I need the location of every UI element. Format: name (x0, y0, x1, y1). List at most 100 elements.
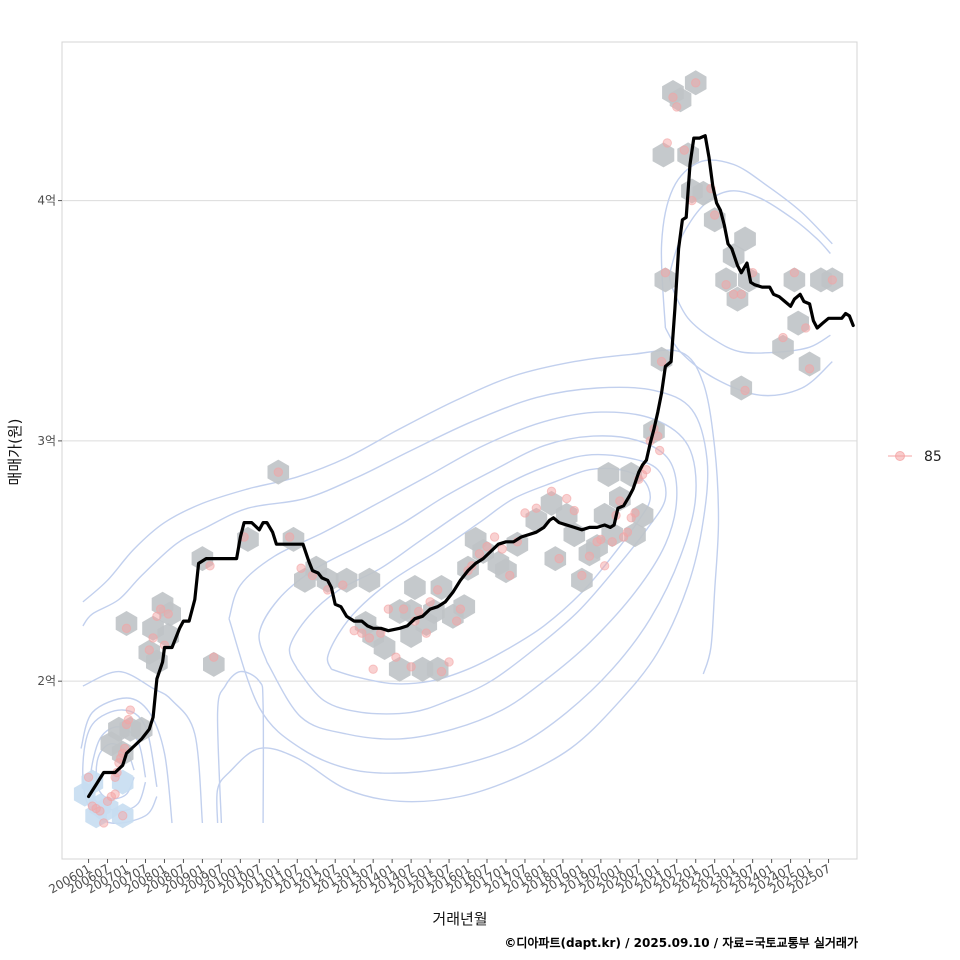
scatter-point (520, 508, 530, 518)
y-axis-title: 매매가(원) (6, 419, 24, 486)
scatter-point (654, 445, 665, 456)
scatter-point (584, 551, 595, 561)
scatter-point (546, 486, 557, 497)
scatter-point (357, 628, 367, 638)
legend-key-point (895, 451, 905, 461)
hexbin-cell (772, 334, 794, 360)
panel-background (61, 41, 858, 860)
hexbin-cell (358, 567, 381, 593)
scatter-point (615, 496, 625, 506)
scatter-point (273, 467, 284, 477)
grid-lines (62, 200, 857, 682)
source-caption: ©디아파트(dapt.kr) / 2025.09.10 / 자료=국토교통부 실… (504, 935, 858, 950)
y-axis-ticks: 2억 3억 4억 (37, 194, 62, 688)
scatter-point (596, 534, 606, 545)
scatter-point (432, 585, 443, 595)
density-contour (668, 190, 831, 276)
scatter-point (118, 811, 128, 821)
scatter-point (296, 563, 306, 573)
scatter-points (83, 78, 838, 828)
scatter-point (497, 544, 507, 554)
hexbin-cell (203, 651, 225, 677)
scatter-point (630, 508, 640, 518)
y-tick-label: 2억 (37, 674, 56, 688)
hexbin-cell (525, 507, 548, 533)
scatter-point (205, 561, 215, 571)
scatter-point (110, 789, 120, 799)
scatter-point (672, 102, 682, 112)
scatter-point (482, 541, 492, 552)
scatter-point (721, 279, 731, 290)
hexbin-cell (593, 502, 616, 528)
scatter-point (801, 323, 811, 333)
scatter-point (436, 666, 447, 677)
scatter-point (163, 609, 173, 619)
scatter-point (414, 606, 424, 617)
density-contour (668, 274, 831, 354)
scatter-point (656, 356, 667, 367)
hexbin-cell (652, 142, 675, 168)
scatter-point (95, 806, 105, 816)
scatter-point (562, 493, 572, 504)
scatter-point (425, 597, 435, 607)
density-contour (82, 349, 720, 675)
scatter-point (622, 527, 633, 537)
scatter-point (474, 549, 485, 559)
scatter-point (364, 633, 375, 643)
hexbin-cell (115, 611, 138, 636)
scatter-point (455, 604, 466, 614)
scatter-point (691, 78, 701, 88)
scatter-point (778, 332, 788, 343)
hexbin-cell (373, 635, 396, 660)
scatter-point (662, 138, 672, 148)
scatter-point (421, 628, 431, 638)
scatter-point (125, 705, 136, 715)
scatter-point (740, 385, 750, 396)
scatter-point (607, 537, 617, 547)
scatter-point (679, 145, 690, 155)
scatter-point (569, 505, 579, 516)
moving-average-line (87, 134, 855, 799)
legend-label-85: 85 (924, 449, 942, 465)
scatter-point (505, 570, 515, 581)
hexbin-cell (601, 522, 624, 548)
hexbin-cell (597, 462, 620, 487)
density-contour (660, 159, 833, 329)
scatter-point (668, 92, 678, 102)
density-contour (82, 386, 709, 824)
density-contour (216, 670, 265, 824)
scatter-point (641, 465, 652, 475)
moving-average-line-group (87, 134, 855, 799)
scatter-point (827, 275, 838, 285)
scatter-point (599, 561, 610, 571)
y-tick-label: 4억 (37, 194, 56, 208)
density-contour (80, 697, 173, 824)
hexbin-cell (130, 716, 153, 742)
scatter-point (368, 664, 378, 674)
scatter-point (83, 772, 94, 782)
hexbin-cell (798, 351, 821, 377)
scatter-point (444, 657, 454, 667)
scatter-point (338, 580, 348, 590)
scatter-point (119, 743, 130, 754)
hexbin-cell (654, 267, 677, 293)
density-contour (258, 435, 678, 740)
hexbin-cell (388, 656, 411, 682)
hexbin-cell (783, 267, 806, 293)
legend: 85 (888, 449, 942, 465)
scatter-point (391, 652, 401, 662)
scatter-point (653, 431, 663, 441)
scatter-point (99, 818, 109, 828)
density-contour (82, 670, 204, 824)
scatter-point (209, 652, 219, 662)
scatter-point (155, 604, 166, 614)
density-contour (228, 411, 697, 775)
scatter-point (284, 532, 295, 542)
scatter-point (451, 616, 462, 626)
hexbin-cell (715, 267, 737, 293)
scatter-point (489, 532, 500, 542)
scatter-point (531, 503, 542, 513)
scatter-point (148, 633, 158, 643)
scatter-point (152, 611, 162, 622)
